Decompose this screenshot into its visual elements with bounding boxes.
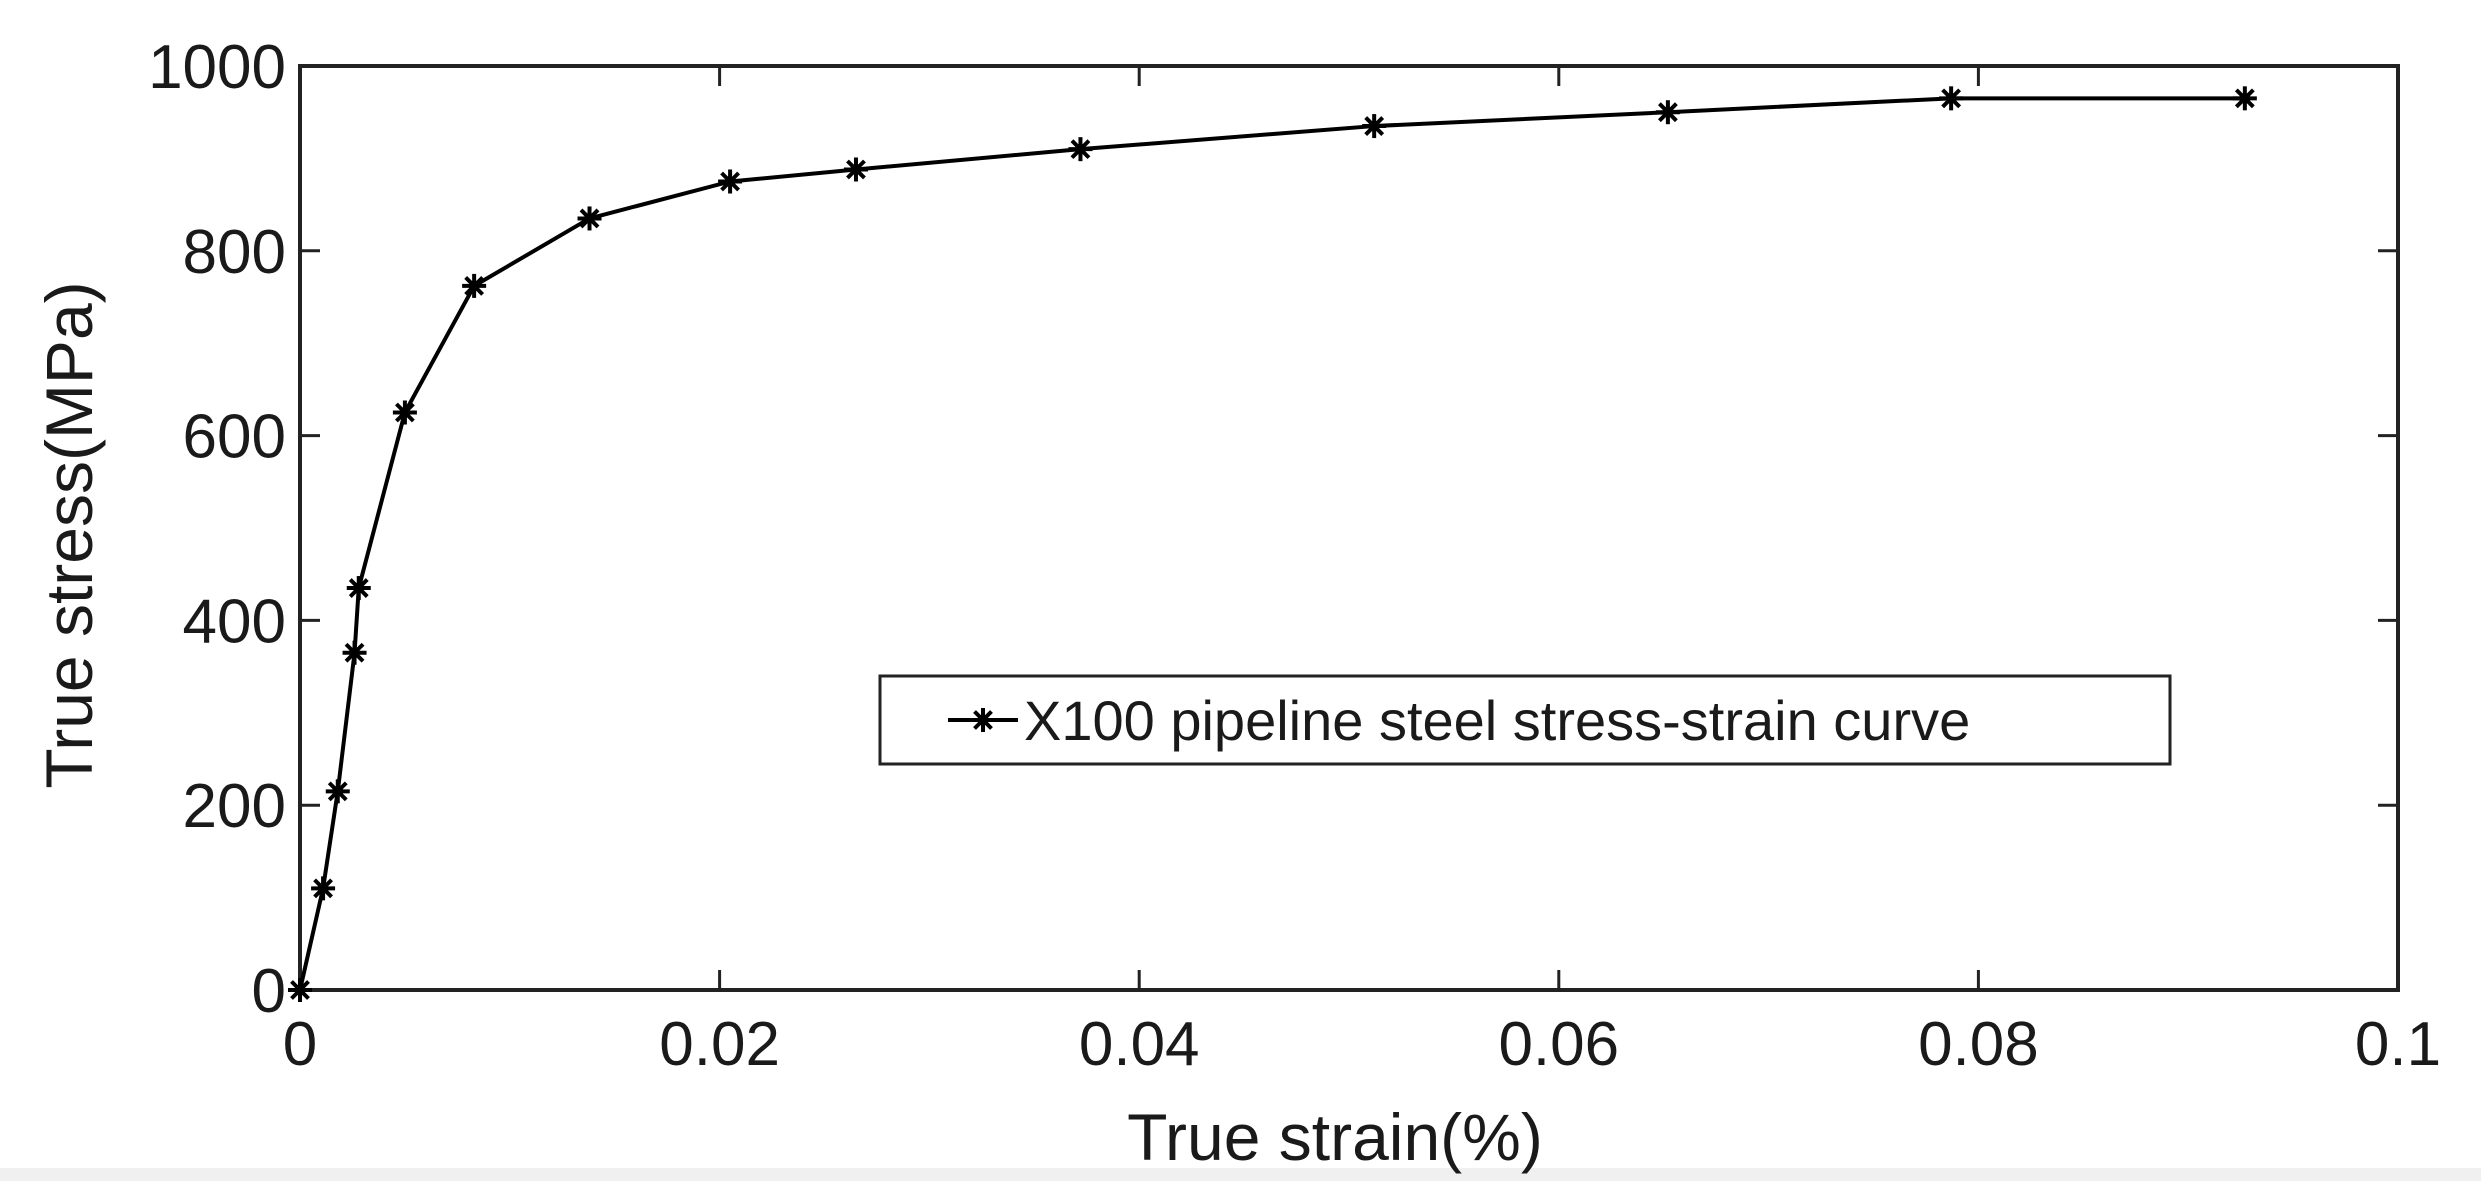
legend: X100 pipeline steel stress-strain curve xyxy=(878,674,2172,766)
x-tick-label: 0.04 xyxy=(1079,1010,1200,1079)
x-axis-label: True strain(%) xyxy=(1127,1100,1543,1174)
y-tick-label: 400 xyxy=(183,587,286,656)
data-point-marker xyxy=(392,400,417,425)
x-tick-label: 0.02 xyxy=(659,1010,780,1079)
data-point-marker xyxy=(462,273,487,298)
legend-box xyxy=(878,674,2172,766)
legend-marker-star xyxy=(971,708,995,732)
bottom-border-strip xyxy=(0,1168,2481,1181)
y-tick-label: 200 xyxy=(183,772,286,841)
x-tick-label: 0.06 xyxy=(1498,1010,1619,1079)
legend-marker xyxy=(971,708,995,732)
data-point-marker xyxy=(325,779,350,804)
data-point-marker xyxy=(843,157,868,182)
data-point-marker xyxy=(1362,114,1387,139)
data-point-marker xyxy=(718,169,743,194)
plot-area-frame xyxy=(298,64,2400,992)
x-tick-label: 0.1 xyxy=(2355,1010,2441,1079)
data-point-marker xyxy=(288,978,312,1002)
legend-entry-label: X100 pipeline steel stress-strain curve xyxy=(1024,689,1970,752)
data-point-marker xyxy=(311,876,336,901)
y-tick-label: 1000 xyxy=(148,33,286,102)
data-point-marker xyxy=(1655,100,1680,125)
x-tick-label: 0 xyxy=(283,1010,317,1079)
y-axis-label: True stress(MPa) xyxy=(32,281,106,788)
data-point-marker xyxy=(2232,86,2257,111)
data-point-marker xyxy=(342,640,367,665)
data-point-marker xyxy=(577,206,602,231)
data-point-marker xyxy=(1939,86,1964,111)
y-tick-label: 600 xyxy=(183,403,286,472)
data-point-marker xyxy=(346,576,371,601)
y-tick-label: 800 xyxy=(183,218,286,287)
x-tick-label: 0.08 xyxy=(1918,1010,2039,1079)
data-point-marker xyxy=(1068,137,1093,162)
y-tick-label: 0 xyxy=(252,957,286,1026)
